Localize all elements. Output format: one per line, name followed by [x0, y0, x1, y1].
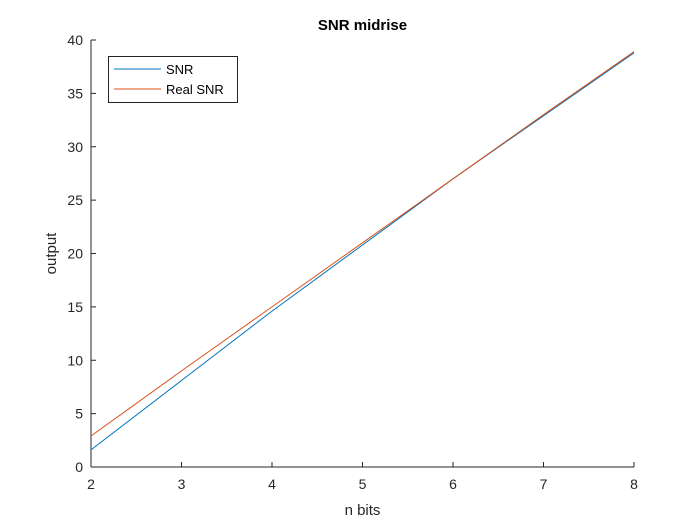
y-tick-label: 25: [67, 192, 83, 208]
x-tick-label: 6: [449, 476, 457, 492]
x-tick-label: 3: [178, 476, 186, 492]
legend-label-real-snr: Real SNR: [166, 82, 224, 97]
chart-title: SNR midrise: [318, 17, 407, 34]
series-layer: [90, 51, 635, 451]
y-tick-label: 35: [67, 85, 83, 101]
ticks-layer: 2 3 4 5 6 7 8 0 5 10 15 20 25 30 35 40: [67, 32, 638, 492]
x-tick-label: 7: [540, 476, 548, 492]
y-tick-label: 15: [67, 299, 83, 315]
y-tick-label: 5: [75, 406, 83, 422]
plot-axes: [90, 40, 634, 468]
y-tick-label: 40: [67, 32, 83, 48]
x-tick-label: 4: [268, 476, 276, 492]
y-tick-label: 10: [67, 352, 83, 368]
legend-box: [108, 56, 238, 103]
y-tick-label: 20: [67, 246, 83, 262]
x-tick-label: 8: [630, 476, 638, 492]
y-tick-label: 0: [75, 459, 83, 475]
x-tick-label: 5: [359, 476, 367, 492]
series-line-real-snr: [90, 51, 635, 437]
x-tick-label: 2: [87, 476, 95, 492]
series-line-snr: [90, 52, 635, 451]
y-axis-title: output: [43, 232, 60, 275]
legend: SNR Real SNR: [108, 56, 238, 103]
x-axis-title: n bits: [345, 502, 381, 519]
legend-label-snr: SNR: [166, 62, 193, 77]
y-tick-label: 30: [67, 139, 83, 155]
